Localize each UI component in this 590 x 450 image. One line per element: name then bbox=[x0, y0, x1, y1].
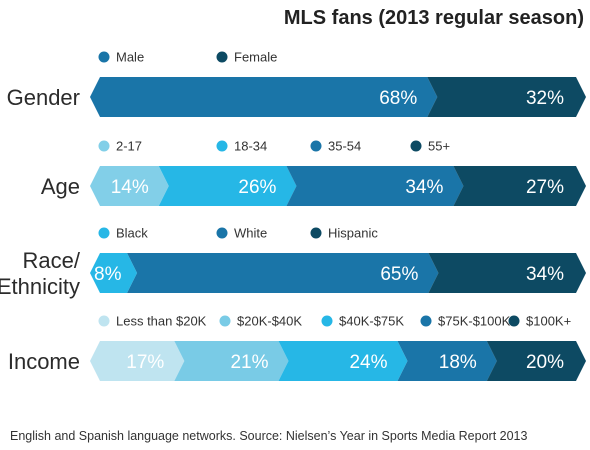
legend-label-female: Female bbox=[234, 50, 277, 65]
legend-swatch-hispanic bbox=[310, 227, 322, 239]
value-label-race-ethnicity-hispanic: 34% bbox=[526, 264, 564, 285]
value-label-gender-female: 32% bbox=[526, 88, 564, 109]
value-label-age-18-34: 26% bbox=[238, 177, 276, 198]
group-age: 2-17 18-34 35-54 55+ Age 14% 26% 34% 27% bbox=[41, 139, 586, 206]
legend-label-75k-100k: $75K-$100K bbox=[438, 314, 511, 329]
legend-swatch-55 bbox=[410, 140, 422, 152]
legend-swatch-100k bbox=[508, 315, 520, 327]
legend-swatch-black bbox=[98, 227, 110, 239]
legend-swatch-less-than-20k bbox=[98, 315, 110, 327]
value-label-income-20k-40k: 21% bbox=[230, 352, 268, 373]
value-label-age-35-54: 34% bbox=[405, 177, 443, 198]
category-label-gender: Gender bbox=[7, 85, 80, 110]
bar-segment-gender-female bbox=[427, 77, 586, 117]
bar-segment-income-100k bbox=[486, 341, 586, 381]
value-label-race-ethnicity-black: 8% bbox=[94, 264, 122, 285]
bar-segment-age-55 bbox=[453, 166, 586, 206]
category-label-income: Income bbox=[8, 349, 80, 374]
bar-segment-race-ethnicity-white bbox=[127, 253, 439, 293]
legend-label-55: 55+ bbox=[428, 139, 450, 154]
category-label-race-ethnicity: Race/Ethnicity bbox=[0, 248, 81, 299]
value-label-income-40k-75k: 24% bbox=[349, 352, 387, 373]
legend-swatch-40k-75k bbox=[321, 315, 333, 327]
legend-swatch-20k-40k bbox=[219, 315, 231, 327]
legend-swatch-female bbox=[216, 51, 228, 63]
legend-label-2-17: 2-17 bbox=[116, 139, 142, 154]
legend-swatch-2-17 bbox=[98, 140, 110, 152]
group-gender: Male Female Gender 68% 32% bbox=[7, 50, 586, 117]
legend-swatch-white bbox=[216, 227, 228, 239]
legend-label-20k-40k: $20K-$40K bbox=[237, 314, 302, 329]
bar-segment-income-20k-40k bbox=[174, 341, 289, 381]
chart-title: MLS fans (2013 regular season) bbox=[284, 7, 584, 29]
chart-groups: Male Female Gender 68% 32% 2-17 18-34 35-54 55+ A… bbox=[0, 50, 586, 381]
legend-label-40k-75k: $40K-$75K bbox=[339, 314, 404, 329]
legend-label-35-54: 35-54 bbox=[328, 139, 361, 154]
value-label-age-55: 27% bbox=[526, 177, 564, 198]
legend-label-less-than-20k: Less than $20K bbox=[116, 314, 207, 329]
value-label-income-75k-100k: 18% bbox=[439, 352, 477, 373]
bar-segment-race-ethnicity-hispanic bbox=[428, 253, 586, 293]
bar-segment-age-18-34 bbox=[158, 166, 297, 206]
legend-swatch-75k-100k bbox=[420, 315, 432, 327]
value-label-income-less-than-20k: 17% bbox=[126, 352, 164, 373]
legend-label-male: Male bbox=[116, 50, 144, 65]
bar-segment-race-ethnicity-black bbox=[90, 253, 138, 293]
bar-segment-income-40k-75k bbox=[278, 341, 408, 381]
bar-segment-age-35-54 bbox=[286, 166, 464, 206]
legend-label-black: Black bbox=[116, 226, 148, 241]
legend-label-100k: $100K+ bbox=[526, 314, 571, 329]
legend-label-18-34: 18-34 bbox=[234, 139, 267, 154]
group-income: Less than $20K $20K-$40K $40K-$75K $75K-$10… bbox=[8, 314, 586, 381]
bar-segment-gender-male bbox=[90, 77, 438, 117]
legend-label-hispanic: Hispanic bbox=[328, 226, 378, 241]
bar-segment-income-less-than-20k bbox=[90, 341, 185, 381]
legend-swatch-18-34 bbox=[216, 140, 228, 152]
group-race-ethnicity: Black White Hispanic Race/Ethnicity 8% 65% 34% bbox=[0, 226, 586, 299]
category-label-age: Age bbox=[41, 174, 80, 199]
legend-swatch-35-54 bbox=[310, 140, 322, 152]
legend-label-white: White bbox=[234, 226, 267, 241]
value-label-age-2-17: 14% bbox=[111, 177, 149, 198]
value-label-income-100k: 20% bbox=[526, 352, 564, 373]
bar-segment-age-2-17 bbox=[90, 166, 169, 206]
value-label-gender-male: 68% bbox=[379, 88, 417, 109]
chart-footnote: English and Spanish language networks. S… bbox=[10, 429, 528, 443]
value-label-race-ethnicity-white: 65% bbox=[380, 264, 418, 285]
legend-swatch-male bbox=[98, 51, 110, 63]
bar-segment-income-75k-100k bbox=[397, 341, 497, 381]
